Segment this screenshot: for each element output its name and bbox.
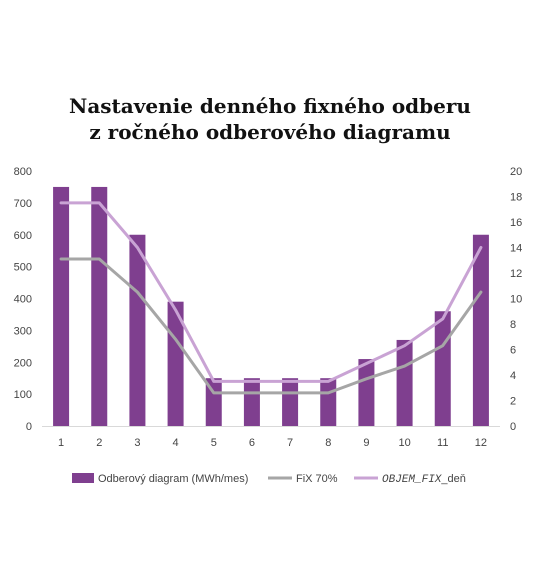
y-left-tick-label: 500 [14, 262, 32, 274]
x-tick-label: 7 [287, 437, 293, 449]
y-right-tick-label: 0 [510, 421, 516, 433]
y-left-tick-label: 300 [14, 325, 32, 337]
y-left-tick-label: 100 [14, 389, 32, 401]
y-right-tick-label: 4 [510, 370, 516, 382]
bar [396, 339, 413, 426]
bar [243, 378, 260, 426]
chart-title-line-2: z ročného odberového diagramu [89, 120, 451, 144]
x-tick-label: 8 [325, 437, 331, 449]
x-tick-label: 12 [475, 437, 487, 449]
series-line [59, 201, 483, 383]
legend-label: FiX 70% [296, 473, 338, 485]
x-tick-label: 10 [398, 437, 410, 449]
x-tick-label: 2 [96, 437, 102, 449]
legend-swatch-bar [72, 473, 94, 483]
bar [358, 359, 375, 426]
legend-label: OBJEM_FIX_deň [382, 473, 466, 486]
bar [53, 186, 70, 426]
bar [91, 186, 108, 426]
series-line [59, 257, 483, 395]
x-tick-label: 3 [134, 437, 140, 449]
x-tick-label: 1 [58, 437, 64, 449]
y-right-tick-label: 6 [510, 345, 516, 357]
x-tick-label: 5 [211, 437, 217, 449]
x-tick-label: 11 [437, 437, 448, 449]
bar [434, 311, 451, 426]
y-left-tick-label: 700 [14, 198, 32, 210]
y-right-tick-label: 14 [510, 243, 522, 255]
y-left-tick-label: 600 [14, 230, 32, 242]
legend-label-italic-part: OBJEM_FIX [382, 474, 443, 486]
y-left-tick-label: 200 [14, 357, 32, 369]
x-tick-label: 4 [173, 437, 179, 449]
bar [129, 234, 146, 426]
bar [205, 378, 222, 426]
y-right-tick-label: 18 [510, 192, 522, 204]
y-right-tick-label: 16 [510, 217, 522, 229]
x-tick-label: 6 [249, 437, 255, 449]
y-right-tick-label: 10 [510, 294, 522, 306]
x-tick-label: 9 [363, 437, 369, 449]
y-right-tick-label: 12 [510, 268, 522, 280]
y-right-tick-label: 8 [510, 319, 516, 331]
legend-label-suffix: _deň [440, 473, 465, 485]
bar [282, 378, 299, 426]
bar [320, 378, 337, 426]
y-left-tick-label: 400 [14, 294, 32, 306]
y-right-tick-label: 2 [510, 396, 516, 408]
chart-title-line-1: Nastavenie denného fixného odberu [69, 94, 471, 118]
legend-label: Odberový diagram (MWh/mes) [98, 473, 248, 485]
bar [472, 234, 489, 426]
y-right-tick-label: 20 [510, 166, 522, 178]
y-left-tick-label: 0 [26, 421, 32, 433]
y-left-tick-label: 800 [14, 166, 32, 178]
